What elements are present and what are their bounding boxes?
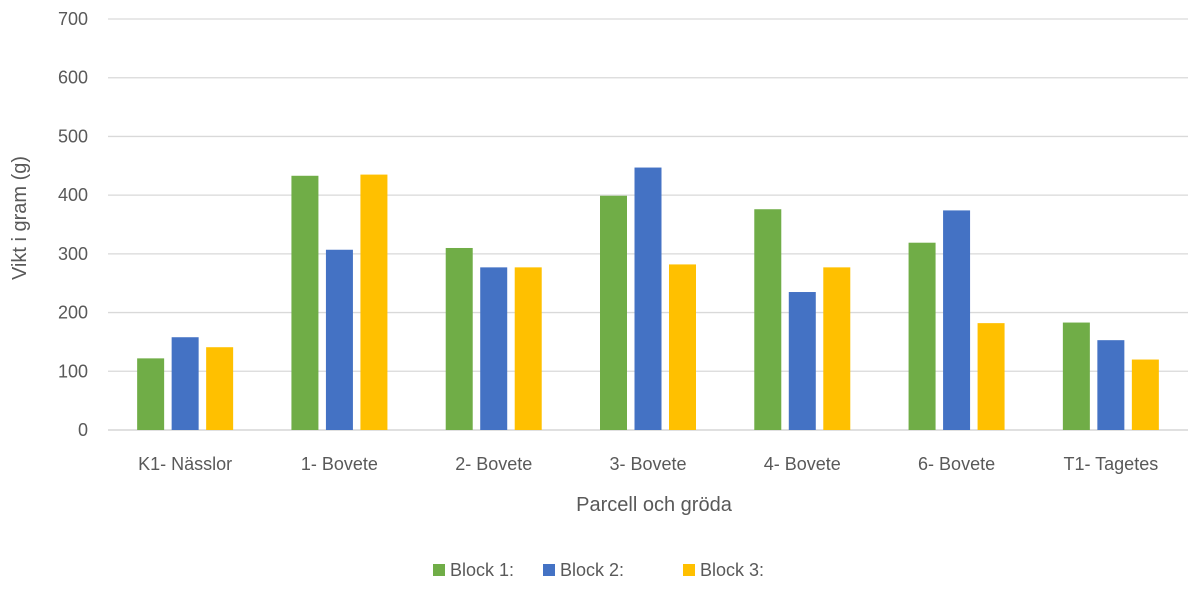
y-tick-label: 0 (78, 420, 88, 440)
bar-2-3 (480, 267, 508, 430)
bar-1-6 (908, 242, 936, 430)
bar-3-6 (977, 323, 1005, 430)
y-tick-label: 700 (58, 9, 88, 29)
bar-2-4 (634, 167, 662, 430)
bar-1-2 (291, 175, 319, 430)
bar-3-3 (514, 267, 542, 430)
x-axis-title: Parcell och gröda (576, 494, 733, 516)
legend-swatch (543, 564, 555, 576)
legend: Block 1: Block 2: Block 3: (433, 560, 764, 580)
y-axis-ticks: 0 100 200 300 400 500 600 700 (58, 9, 88, 440)
bar-1-5 (754, 209, 782, 430)
legend-label: Block 3: (700, 560, 764, 580)
bar-2-7 (1097, 340, 1125, 430)
bar-3-7 (1131, 359, 1159, 430)
x-tick-label: 1- Bovete (301, 454, 378, 474)
y-tick-label: 100 (58, 361, 88, 381)
bar-1-4 (600, 195, 627, 430)
bars (137, 167, 1159, 430)
y-tick-label: 300 (58, 244, 88, 264)
bar-3-1 (206, 347, 234, 430)
legend-swatch (433, 564, 445, 576)
x-axis-ticks: K1- Nässlor 1- Bovete 2- Bovete 3- Bovete 4-… (138, 454, 1158, 474)
y-axis-title: Vikt i gram (g) (9, 156, 31, 280)
bar-1-3 (445, 247, 473, 430)
x-tick-label: 2- Bovete (455, 454, 532, 474)
y-tick-label: 500 (58, 126, 88, 146)
legend-swatch (683, 564, 695, 576)
bar-1-7 (1062, 322, 1090, 430)
bar-2-2 (325, 249, 353, 430)
legend-label: Block 1: (450, 560, 514, 580)
bar-2-1 (171, 337, 199, 430)
x-tick-label: 4- Bovete (764, 454, 841, 474)
x-tick-label: K1- Nässlor (138, 454, 232, 474)
bar-2-6 (943, 210, 971, 430)
y-tick-label: 200 (58, 303, 88, 323)
y-tick-label: 600 (58, 68, 88, 88)
bar-3-2 (360, 174, 388, 430)
bar-1-1 (137, 358, 165, 430)
y-tick-label: 400 (58, 185, 88, 205)
x-tick-label: 6- Bovete (918, 454, 995, 474)
x-tick-label: 3- Bovete (609, 454, 686, 474)
x-tick-label: T1- Tagetes (1063, 454, 1158, 474)
bar-3-4 (669, 264, 696, 430)
legend-label: Block 2: (560, 560, 624, 580)
bar-3-5 (823, 267, 851, 430)
bar-2-5 (788, 292, 816, 430)
